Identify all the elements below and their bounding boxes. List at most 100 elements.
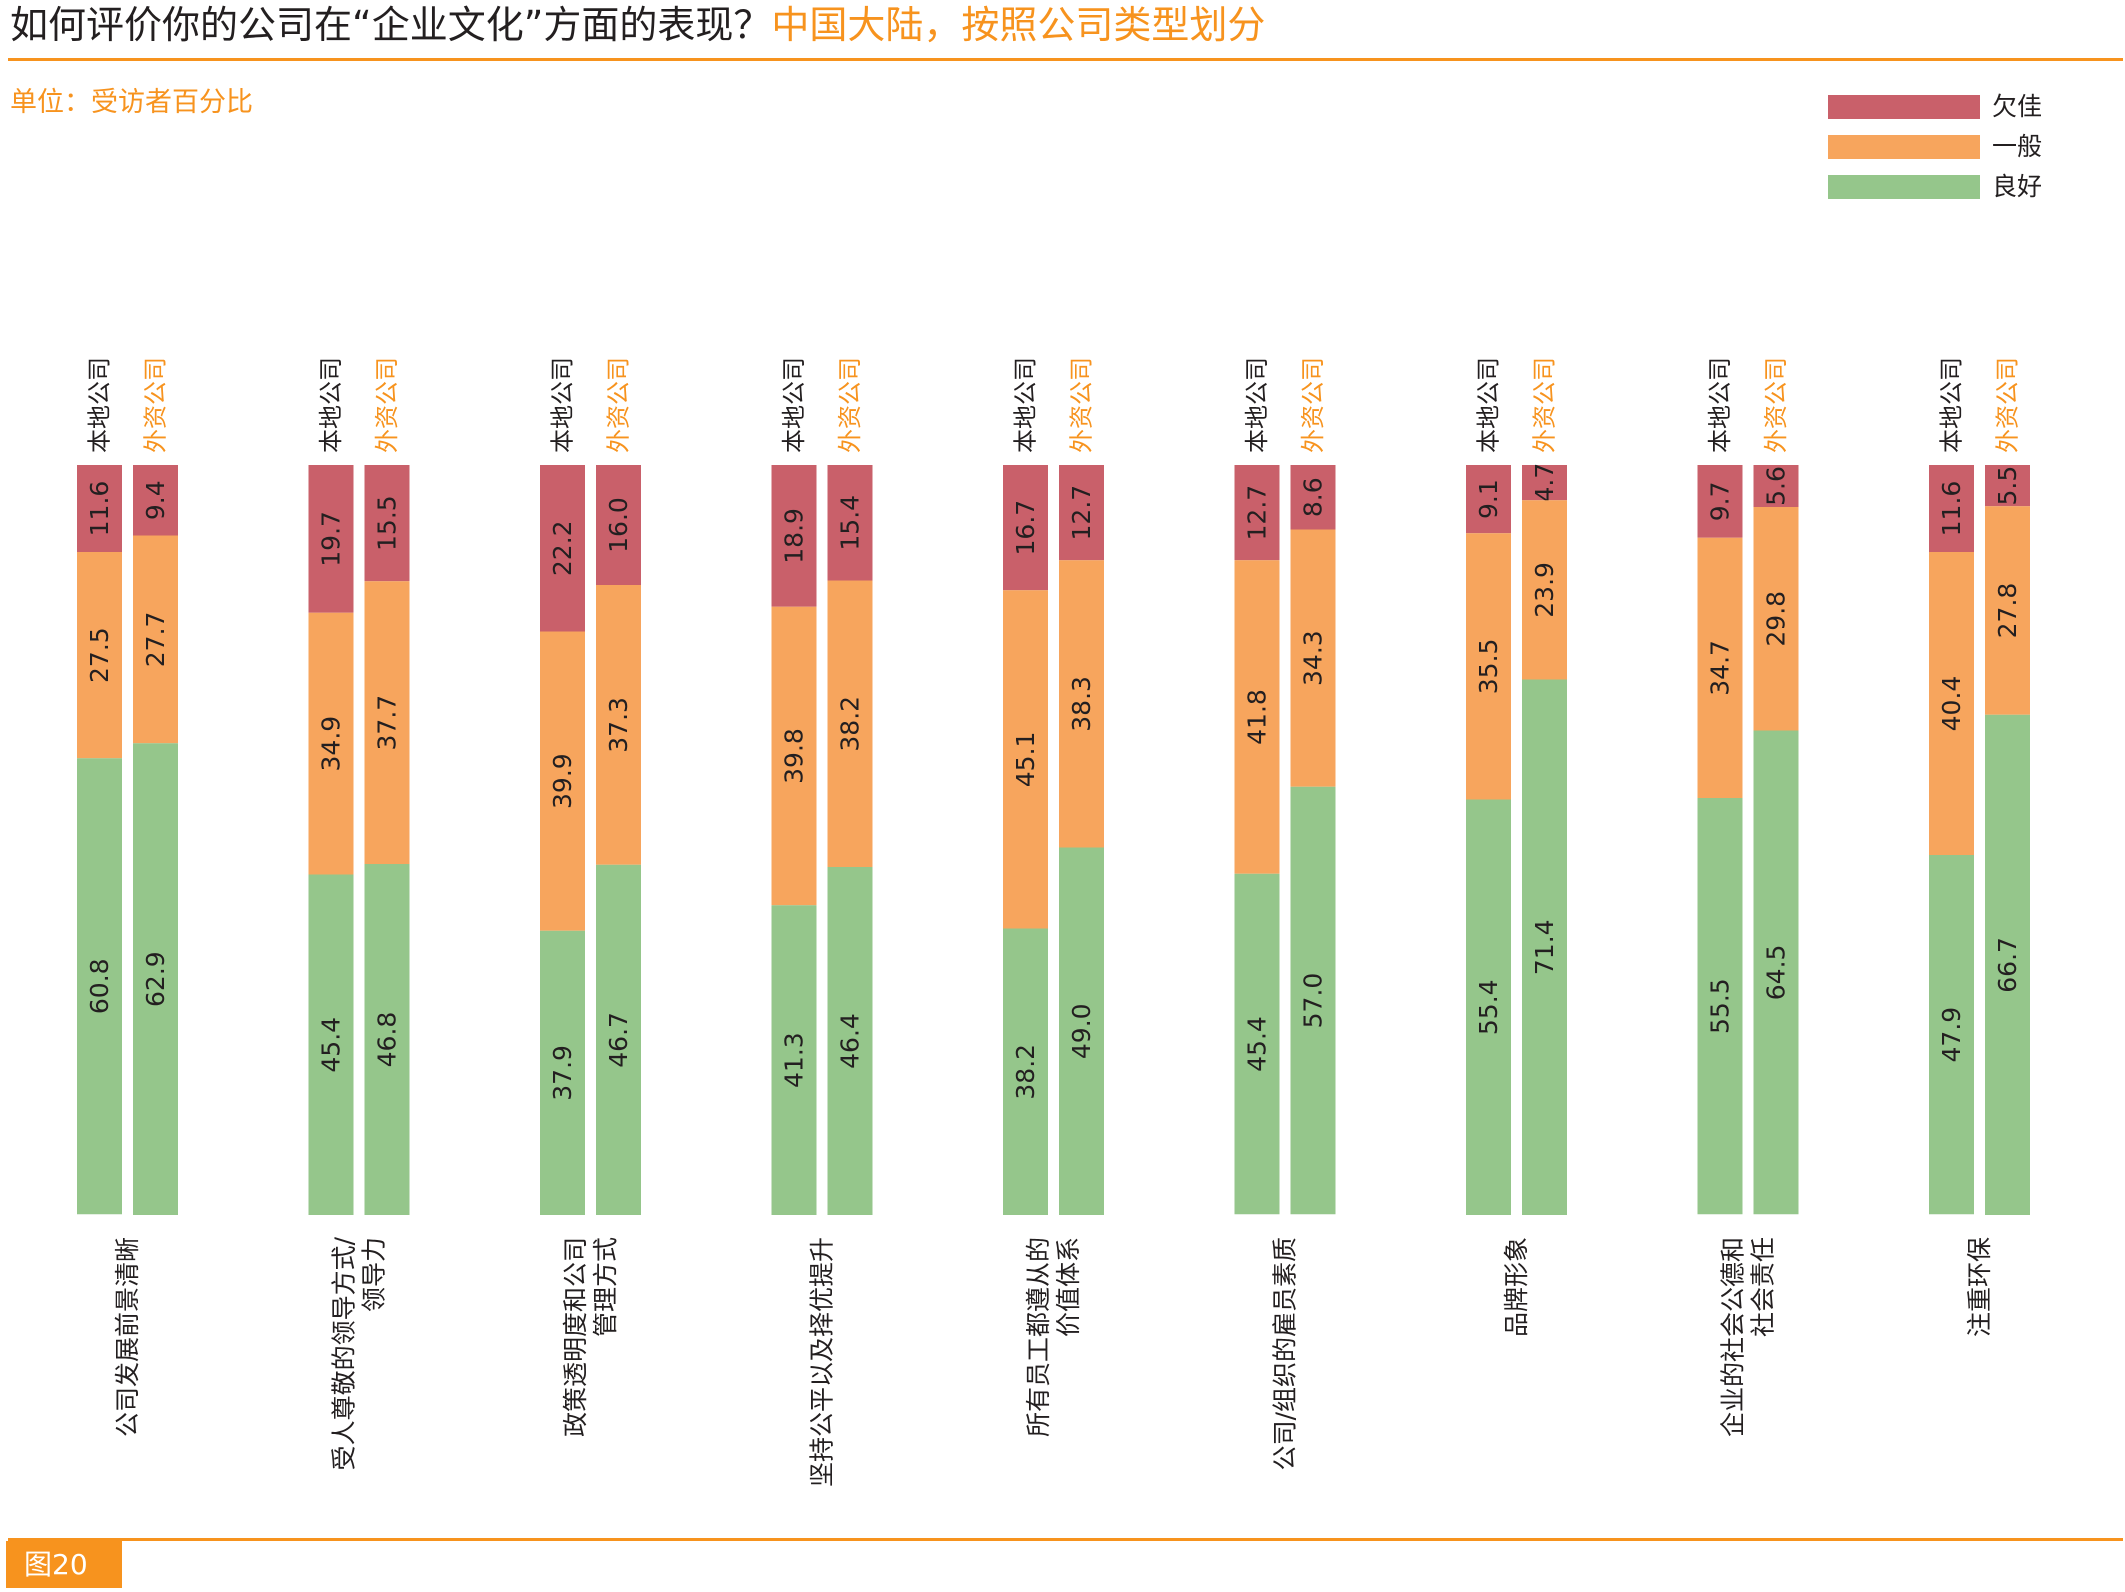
data-label-local-4-1: 45.1 [1011,732,1040,788]
data-label-local-6-2: 55.4 [1474,979,1503,1035]
data-label-local-3-0: 18.9 [780,508,809,564]
bar-segment-local-6-2 [1466,799,1511,1215]
bar-segment-foreign-5-1 [1290,529,1336,787]
category-label-4-0: 所有员工都遵从的 [1024,1237,1053,1437]
bar-segment-foreign-2-2 [596,864,641,1215]
unit-label: 单位：受访者百分比 [10,87,253,118]
data-label-local-7-1: 34.7 [1706,640,1735,696]
top-divider [8,58,2123,61]
company-type-label-foreign-7: 外资公司 [1762,357,1790,453]
data-label-local-5-2: 45.4 [1243,1016,1272,1072]
data-label-local-8-0: 11.6 [1937,481,1966,537]
chart-title: 如何评价你的公司在“企业文化”方面的表现？中国大陆，按照公司类型划分 [10,2,1265,48]
data-label-foreign-3-1: 38.2 [836,696,865,752]
bar-segment-local-5-1 [1234,560,1280,874]
bar-segment-local-0-0 [77,465,122,552]
bar-segment-local-4-0 [1003,465,1048,591]
bar-segment-foreign-5-0 [1290,465,1336,530]
data-label-foreign-8-2: 66.7 [1993,937,2022,993]
bar-segment-foreign-2-0 [596,465,641,585]
company-type-label-foreign-1: 外资公司 [373,357,401,453]
data-label-foreign-6-0: 4.7 [1530,463,1559,503]
data-label-local-0-2: 60.8 [85,958,114,1014]
bar-segment-local-7-1 [1697,537,1743,798]
bar-segment-foreign-6-0 [1522,465,1567,501]
data-label-local-7-0: 9.7 [1706,481,1735,521]
data-label-local-8-1: 40.4 [1937,676,1966,732]
category-label-7-1: 社会责任 [1749,1237,1778,1337]
bar-segment-foreign-6-2 [1522,679,1567,1215]
data-label-local-4-0: 16.7 [1011,500,1040,556]
category-label-2-1: 管理方式 [591,1237,620,1337]
bar-segment-local-6-1 [1466,533,1511,800]
data-label-local-4-2: 38.2 [1011,1044,1040,1100]
bar-segment-foreign-1-0 [364,465,410,582]
bar-segment-foreign-7-1 [1753,507,1799,731]
company-type-label-foreign-0: 外资公司 [142,357,170,453]
data-label-foreign-3-0: 15.4 [836,495,865,551]
data-label-local-5-1: 41.8 [1243,689,1272,745]
company-type-label-foreign-3: 外资公司 [836,357,864,453]
data-label-foreign-2-1: 37.3 [604,697,633,753]
data-label-local-7-2: 55.5 [1706,978,1735,1034]
data-label-local-6-1: 35.5 [1474,639,1503,695]
company-type-label-foreign-2: 外资公司 [605,357,633,453]
bar-segment-local-2-0 [540,465,585,632]
bar-segment-foreign-5-2 [1290,786,1336,1215]
data-label-local-1-1: 34.9 [317,716,346,772]
data-label-local-0-0: 11.6 [85,481,114,537]
bar-segment-foreign-3-0 [827,465,873,581]
bar-segment-local-1-2 [308,874,354,1215]
company-type-label-local-2: 本地公司 [549,357,577,453]
title-sub: 中国大陆，按照公司类型划分 [771,3,1266,47]
bar-segment-foreign-4-1 [1059,560,1104,848]
category-label-1-1: 领导力 [360,1237,389,1312]
data-label-foreign-6-1: 23.9 [1530,562,1559,618]
data-label-foreign-2-0: 16.0 [604,497,633,553]
data-label-foreign-8-1: 27.8 [1993,583,2022,639]
bar-segment-local-7-0 [1697,465,1743,538]
company-type-label-foreign-6: 外资公司 [1531,357,1559,453]
bar-segment-foreign-7-0 [1753,465,1799,507]
bar-segment-foreign-2-1 [596,585,641,865]
bar-segment-local-8-1 [1929,552,1974,855]
figure-label: 图20 [6,1541,122,1588]
bar-segment-foreign-6-1 [1522,500,1567,680]
bar-segment-local-3-0 [771,465,817,607]
bar-segment-foreign-7-2 [1753,730,1799,1215]
bar-segment-local-3-1 [771,606,817,906]
company-type-label-foreign-4: 外资公司 [1068,357,1096,453]
bar-segment-local-8-0 [1929,465,1974,552]
company-type-label-local-7: 本地公司 [1706,357,1734,453]
data-label-foreign-7-0: 5.6 [1762,466,1791,506]
company-type-label-local-8: 本地公司 [1938,357,1966,453]
company-type-label-local-6: 本地公司 [1475,357,1503,453]
bar-segment-foreign-1-1 [364,581,410,864]
bar-segment-local-4-2 [1003,928,1048,1215]
data-label-local-1-2: 45.4 [317,1017,346,1073]
bar-segment-local-8-2 [1929,855,1974,1215]
bar-segment-local-5-2 [1234,873,1280,1215]
company-type-label-local-3: 本地公司 [780,357,808,453]
bar-segment-local-6-0 [1466,465,1511,534]
company-type-label-local-4: 本地公司 [1012,357,1040,453]
company-type-label-foreign-5: 外资公司 [1299,357,1327,453]
bar-segment-local-1-0 [308,465,354,613]
company-type-label-local-5: 本地公司 [1243,357,1271,453]
bar-segment-local-0-2 [77,758,122,1215]
data-label-foreign-1-1: 37.7 [373,695,402,751]
data-label-local-3-1: 39.8 [780,728,809,784]
bar-segment-local-7-2 [1697,798,1743,1215]
data-label-foreign-1-2: 46.8 [373,1012,402,1068]
bar-segment-foreign-0-0 [133,465,178,536]
data-label-foreign-4-0: 12.7 [1067,485,1096,541]
category-label-2-0: 政策透明度和公司 [561,1237,590,1437]
company-type-label-local-0: 本地公司 [86,357,114,453]
data-label-local-8-2: 47.9 [1937,1007,1966,1063]
bar-segment-foreign-0-1 [133,535,178,744]
data-label-foreign-0-2: 62.9 [141,951,170,1007]
category-label-5-0: 公司/组织的雇员素质 [1271,1237,1300,1470]
bottom-divider [8,1538,2123,1541]
legend-swatch-good [1828,175,1980,199]
